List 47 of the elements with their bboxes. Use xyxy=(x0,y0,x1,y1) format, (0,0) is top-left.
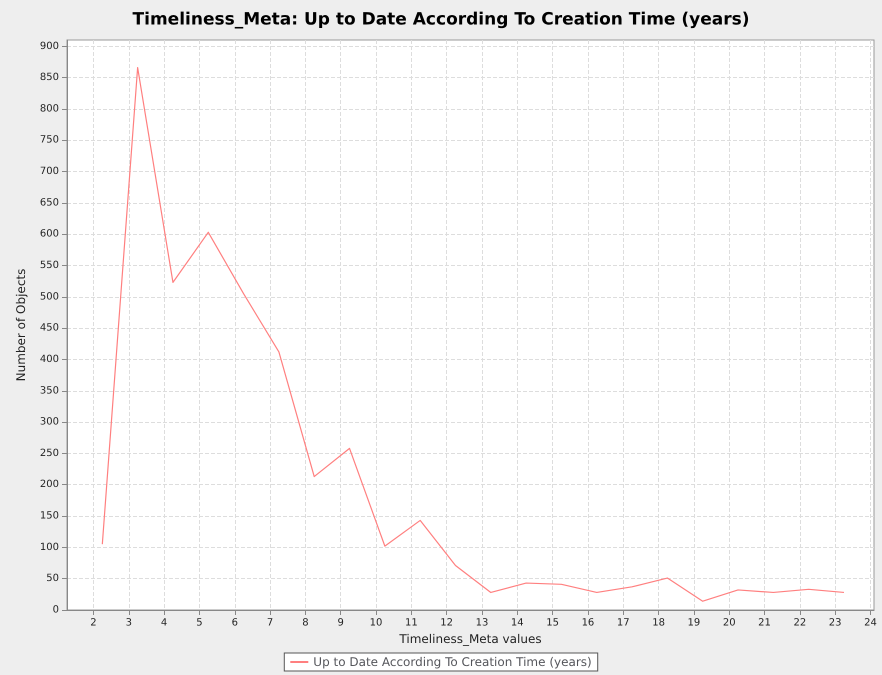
x-tick-label: 9 xyxy=(338,618,344,628)
y-tick-label: 450 xyxy=(40,322,59,334)
x-tick-label: 7 xyxy=(266,618,274,628)
y-tick-label: 550 xyxy=(40,260,59,271)
y-tick-label: 650 xyxy=(40,197,59,208)
x-tick-label: 21 xyxy=(758,618,771,628)
x-tick-label: 6 xyxy=(232,618,238,628)
x-tick-label: 20 xyxy=(722,618,736,628)
x-tick-label: 17 xyxy=(616,618,630,628)
y-tick-label: 300 xyxy=(40,416,59,428)
y-tick-label: 350 xyxy=(40,385,59,396)
chart-title: Timeliness_Meta: Up to Date According To Creation Time (years) xyxy=(132,10,750,30)
y-tick-label: 850 xyxy=(40,72,59,84)
y-tick-label: 400 xyxy=(40,354,59,365)
y-tick-label: 800 xyxy=(40,103,59,114)
y-tick-label: 600 xyxy=(40,228,59,240)
x-tick-label: 23 xyxy=(828,618,842,628)
x-tick-label: 24 xyxy=(864,618,877,628)
x-axis-title: Timeliness_Meta values xyxy=(398,632,542,646)
x-tick-label: 18 xyxy=(652,618,665,628)
x-tick-label: 4 xyxy=(160,618,168,628)
x-tick-label: 14 xyxy=(510,618,524,628)
y-tick-label: 900 xyxy=(40,40,59,52)
y-tick-label: 150 xyxy=(40,510,59,522)
x-tick-label: 13 xyxy=(476,618,488,628)
legend-label: Up to Date According To Creation Time (years) xyxy=(313,655,592,669)
x-tick-label: 5 xyxy=(196,618,203,628)
x-tick-label: 2 xyxy=(90,618,97,628)
x-tick-label: 19 xyxy=(688,618,700,628)
y-tick-label: 50 xyxy=(46,573,59,584)
x-tick-label: 8 xyxy=(302,618,309,628)
x-tick-label: 22 xyxy=(793,618,806,628)
x-tick-label: 16 xyxy=(582,618,594,628)
x-tick-label: 12 xyxy=(440,618,454,628)
y-tick-label: 250 xyxy=(40,448,59,459)
y-tick-label: 200 xyxy=(40,479,59,490)
x-tick-label: 15 xyxy=(546,618,559,628)
y-axis-title: Number of Objects xyxy=(14,268,28,382)
y-tick-label: 100 xyxy=(40,542,59,553)
line-series xyxy=(102,66,845,602)
y-tick-label: 700 xyxy=(40,166,59,178)
y-tick-label: 500 xyxy=(40,291,59,302)
x-tick-label: 10 xyxy=(370,618,382,628)
x-tick-label: 3 xyxy=(126,618,132,628)
y-tick-label: 750 xyxy=(40,134,59,146)
x-tick-label: 11 xyxy=(404,618,418,628)
y-tick-label: 0 xyxy=(52,604,59,616)
